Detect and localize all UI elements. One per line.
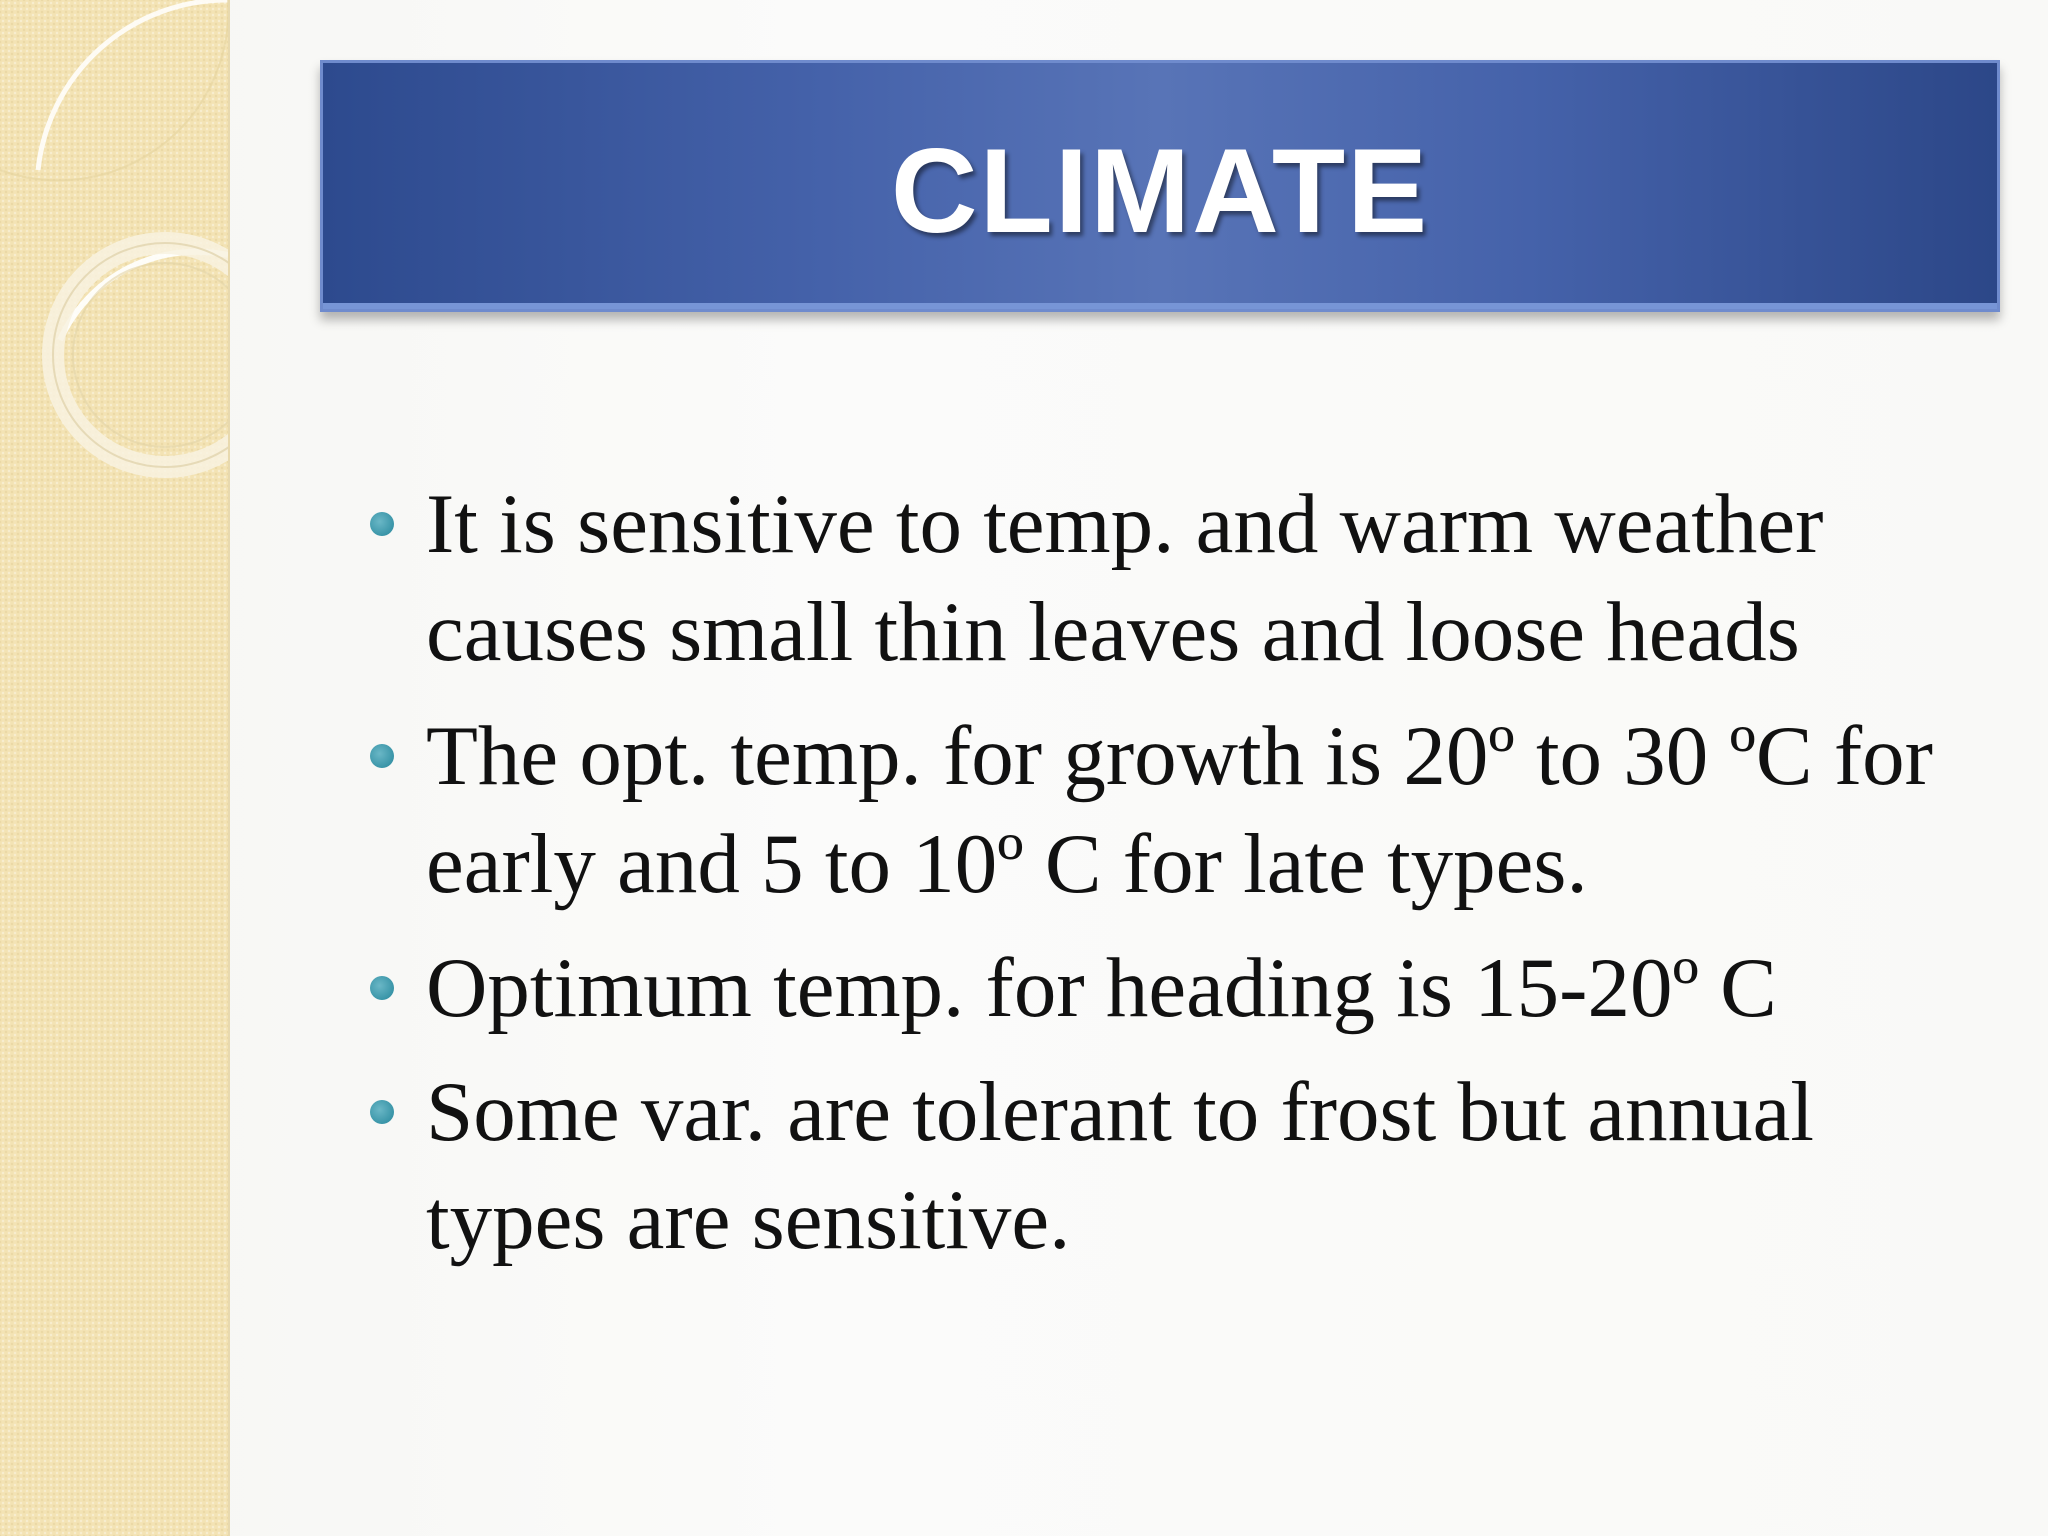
bullet-dot-icon	[370, 512, 394, 536]
bullet-item: It is sensitive to temp. and warm weathe…	[362, 470, 1982, 686]
bullet-text: Optimum temp. for heading is 15-20º C	[426, 941, 1777, 1035]
bullet-list: It is sensitive to temp. and warm weathe…	[362, 470, 1982, 1290]
slide-title: CLIMATE	[890, 124, 1430, 258]
bullet-dot-icon	[370, 976, 394, 1000]
bullet-text: It is sensitive to temp. and warm weathe…	[426, 477, 1824, 679]
bullet-item: The opt. temp. for growth is 20º to 30 º…	[362, 702, 1982, 918]
bullet-item: Some var. are tolerant to frost but annu…	[362, 1058, 1982, 1274]
decorative-side-panel	[0, 0, 230, 1536]
decorative-circles-icon	[0, 0, 228, 478]
bullet-dot-icon	[370, 1100, 394, 1124]
bullet-text: Some var. are tolerant to frost but annu…	[426, 1065, 1814, 1267]
bullet-dot-icon	[370, 744, 394, 768]
title-bar: CLIMATE	[320, 60, 2000, 312]
bullet-text: The opt. temp. for growth is 20º to 30 º…	[426, 709, 1933, 911]
bullet-item: Optimum temp. for heading is 15-20º C	[362, 934, 1982, 1042]
